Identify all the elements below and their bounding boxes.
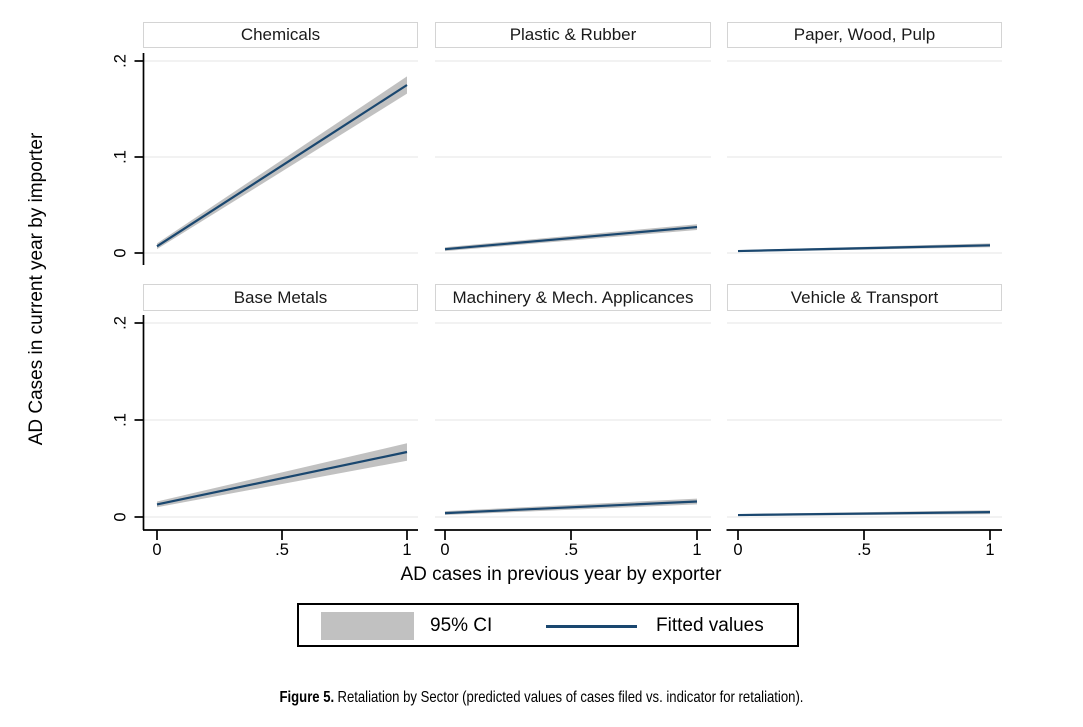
x-tick-label: .5: [857, 541, 871, 559]
y-tick-label: .1: [111, 413, 130, 427]
y-tick-label: .2: [111, 54, 130, 68]
y-tick-label: 0: [111, 248, 130, 258]
x-tick-label: 0: [440, 541, 450, 559]
fitted-line: [444, 500, 698, 515]
x-tick-label: 0: [733, 541, 743, 559]
y-tick-label: .1: [111, 150, 130, 164]
x-tick-label: 0: [152, 541, 162, 559]
fitted-line-swatch: [546, 625, 637, 628]
legend: 95% CI Fitted values: [297, 603, 799, 647]
y-tick-label: .2: [111, 316, 130, 330]
panel-title-chemicals: Chemicals: [143, 22, 418, 48]
x-tick-label: 1: [692, 541, 702, 559]
fitted-line: [156, 450, 408, 506]
legend-fitted-label: Fitted values: [656, 615, 764, 636]
panel-title-machinery: Machinery & Mech. Applicances: [435, 284, 711, 311]
fitted-line: [737, 244, 991, 253]
y-axis-label: AD Cases in current year by importer: [26, 132, 47, 446]
fitted-line: [737, 511, 991, 517]
fitted-line: [444, 225, 698, 251]
panel-title-paper-wood-pulp: Paper, Wood, Pulp: [727, 22, 1002, 48]
x-tick-label: 1: [985, 541, 995, 559]
ci-band: [157, 443, 407, 508]
x-tick-label: .5: [275, 541, 289, 559]
panel-title-base-metals: Base Metals: [143, 284, 418, 311]
figure-caption: Figure 5. Retaliation by Sector (predicte…: [0, 689, 1083, 707]
caption-number: Figure 5.: [279, 689, 335, 706]
panel-title-vehicle-transport: Vehicle & Transport: [727, 284, 1002, 311]
fitted-line: [156, 84, 408, 248]
legend-ci-label: 95% CI: [430, 615, 493, 636]
y-tick-label: 0: [111, 512, 130, 522]
x-tick-label: 1: [402, 541, 412, 559]
x-tick-label: .5: [564, 541, 578, 559]
panel-title-plastic-rubber: Plastic & Rubber: [435, 22, 711, 48]
caption-text: Retaliation by Sector (predicted values …: [337, 689, 804, 706]
x-axis-label: AD cases in previous year by exporter: [400, 564, 722, 585]
ci-band-swatch: [321, 612, 414, 640]
